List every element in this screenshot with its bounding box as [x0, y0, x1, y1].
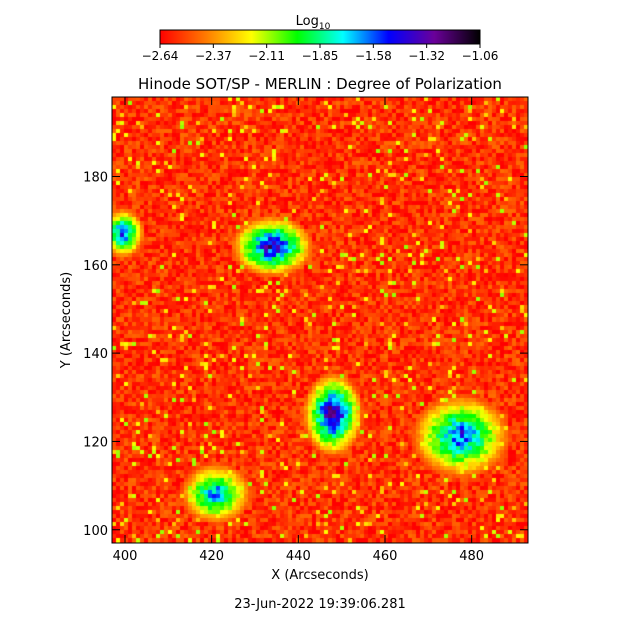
heatmap-plot-area	[112, 97, 528, 543]
colorbar	[159, 29, 481, 45]
heatmap-image	[112, 97, 528, 543]
x-tick-label: 480	[459, 549, 484, 564]
colorbar-tick-label: −1.58	[355, 49, 392, 63]
timestamp: 23-Jun-2022 19:39:06.281	[234, 597, 406, 612]
chart-title: Hinode SOT/SP - MERLIN : Degree of Polar…	[138, 75, 502, 93]
colorbar-tick-label: −1.32	[408, 49, 445, 63]
x-tick-label: 400	[113, 549, 138, 564]
colorbar-tick-label: −2.64	[142, 49, 179, 63]
x-tick-label: 440	[286, 549, 311, 564]
y-axis-label: Y (Arcseconds)	[59, 272, 74, 369]
x-tick-label: 460	[373, 549, 398, 564]
colorbar-label: Log10	[296, 14, 331, 32]
y-tick-label: 120	[83, 435, 108, 450]
colorbar-tick-label: −2.37	[195, 49, 232, 63]
colorbar-ticks: −2.64 −2.37 −2.11 −1.85 −1.58 −1.32 −1.06	[142, 44, 499, 63]
x-axis-label: X (Arcseconds)	[271, 568, 368, 583]
colorbar-label-subscript: 10	[319, 22, 331, 32]
x-tick-label: 420	[199, 549, 224, 564]
colorbar-label-base: Log	[296, 14, 319, 29]
plot-frame	[111, 96, 529, 544]
x-axis-ticks: 400 420 440 460 480	[113, 97, 484, 564]
y-tick-label: 100	[83, 524, 108, 539]
colorbar-tick-label: −1.06	[462, 49, 499, 63]
colorbar-tick-label: −2.11	[248, 49, 285, 63]
y-tick-label: 180	[83, 170, 108, 185]
y-axis-ticks: 100 120 140 160 180	[83, 170, 528, 539]
y-tick-label: 160	[83, 259, 108, 274]
colorbar-tick-label: −1.85	[302, 49, 339, 63]
y-tick-label: 140	[83, 347, 108, 362]
